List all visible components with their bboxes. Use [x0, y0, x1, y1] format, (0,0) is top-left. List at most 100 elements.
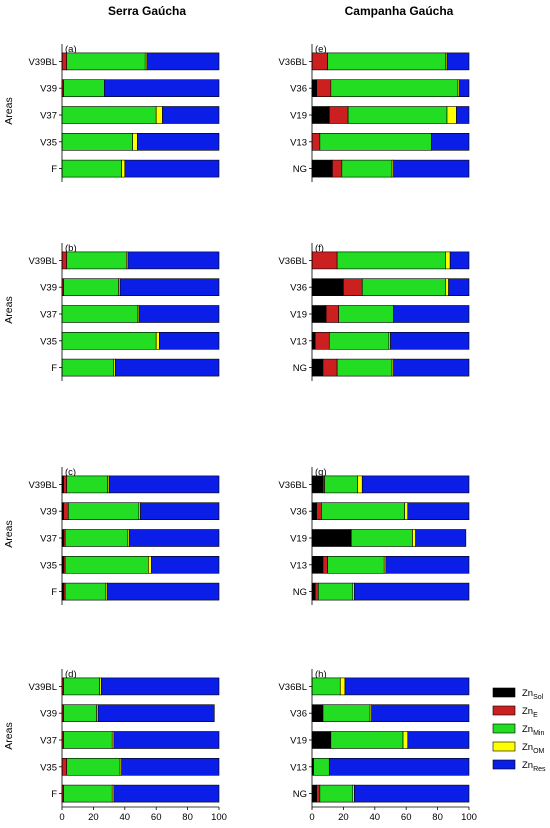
bar-segment-V39BL-ZnE	[61, 251, 68, 270]
bar-segment-F-ZnMin	[61, 358, 115, 377]
bar-segment-V19-ZnE	[328, 106, 349, 124]
panel-h: (h)V36BLV36V19V13NG020406080100Percentag…	[278, 669, 477, 828]
bar-segment-V36-ZnMin	[330, 79, 459, 97]
panel-label: (c)	[65, 467, 76, 478]
bar-segment-NG-ZnRes	[393, 358, 470, 377]
bar-segment-V35-ZnOM	[132, 133, 138, 151]
bar-segment-V39-ZnRes	[119, 278, 220, 297]
bar-segment-V19-ZnSol	[311, 106, 330, 124]
bar-segment-NG-ZnE	[322, 358, 338, 377]
y-tick-label: V13	[290, 137, 307, 148]
bar-segment-V36-ZnMin	[321, 502, 405, 521]
bar-segment-V37-ZnMin	[64, 529, 129, 547]
bar-segment-V19-ZnMin	[330, 731, 404, 749]
y-tick-label: V36	[290, 84, 307, 95]
y-tick-label: V19	[290, 534, 307, 545]
bar-segment-NG-ZnMin	[336, 358, 393, 377]
y-tick-label: NG	[293, 789, 307, 800]
bar-segment-V36-ZnMin	[322, 704, 371, 723]
legend-label-om: ZnOM	[522, 742, 545, 755]
bar-segment-NG-ZnRes	[354, 582, 470, 601]
y-tick-label: V36	[290, 507, 307, 518]
y-tick-label: V19	[290, 111, 307, 122]
x-tick-label: 40	[120, 812, 131, 823]
bar-segment-V36-ZnRes	[448, 278, 470, 297]
bar-segment-V36BL-ZnMin	[311, 677, 341, 696]
y-tick-label: V39BL	[28, 682, 57, 693]
bar-segment-V39-ZnRes	[140, 502, 220, 521]
x-tick-label: 60	[401, 812, 412, 823]
bar-segment-V36BL-ZnOM	[445, 251, 451, 270]
bar-segment-NG-ZnMin	[319, 784, 354, 803]
y-tick-label: V39	[40, 709, 57, 720]
column-title-left: Serra Gaúcha	[108, 4, 186, 18]
bar-segment-V36-ZnSol	[311, 79, 318, 97]
bar-segment-V19-ZnOM	[402, 731, 409, 749]
panel-d: (d)V39BLV39V37V35F020406080100Percentage…	[3, 669, 227, 828]
bar-segment-V35-ZnRes	[151, 555, 220, 574]
bar-segment-V19-ZnE	[325, 305, 339, 323]
bar-segment-V39BL-ZnMin	[66, 475, 108, 494]
y-tick-label: V35	[40, 336, 57, 347]
bar-segment-V13-ZnMin	[319, 133, 432, 151]
legend-label-e: ZnE	[522, 706, 538, 719]
panel-c: (c) V39BL V39 V37 V35 F Areas	[3, 467, 220, 605]
bar-segment-V39BL-ZnE	[61, 52, 68, 71]
bar-segment-V37-ZnRes	[162, 106, 220, 124]
bar-segment-V35-ZnMin	[61, 133, 133, 151]
y-tick-label: V39	[40, 84, 57, 95]
bar-segment-V13-ZnE	[311, 133, 321, 151]
bar-segment-NG-ZnE	[316, 784, 321, 803]
bar-segment-NG-ZnSol	[311, 358, 324, 377]
bar-segment-V36-ZnRes	[407, 502, 470, 521]
bar-segment-V36BL-ZnMin	[336, 251, 446, 270]
y-tick-label: V35	[40, 560, 57, 571]
y-tick-label: V39	[40, 283, 57, 294]
legend-swatch-min	[492, 723, 516, 734]
bar-segment-V19-ZnRes	[393, 305, 470, 323]
bar-segment-NG-ZnE	[314, 582, 319, 601]
bar-segment-V36-ZnOM	[445, 278, 449, 297]
bar-segment-V36BL-ZnE	[311, 251, 338, 270]
y-tick-label: NG	[293, 363, 307, 374]
legend-swatch-e	[492, 705, 516, 716]
x-tick-label: 40	[370, 812, 381, 823]
bar-segment-V36-ZnRes	[371, 704, 470, 723]
y-tick-label: V39BL	[28, 480, 57, 491]
panel-label: (a)	[65, 44, 77, 55]
panel-e: (e) V36BL V36 V19 V13 NG	[278, 44, 470, 182]
bar-segment-V39BL-ZnRes	[108, 475, 220, 494]
legend-swatch-sol	[492, 687, 516, 698]
y-tick-label: V35	[40, 137, 57, 148]
bar-segment-V35-ZnMin	[64, 555, 149, 574]
bar-segment-NG-ZnMin	[317, 582, 354, 601]
bar-segment-F-ZnMin	[64, 582, 107, 601]
bar-segment-V36-ZnMin	[361, 278, 446, 297]
bar-segment-V36-ZnSol	[311, 502, 318, 521]
y-axis-label: Areas	[3, 520, 15, 547]
bar-segment-NG-ZnSol	[311, 784, 318, 803]
bar-segment-V39-ZnRes	[104, 79, 220, 97]
x-tick-label: 100	[461, 812, 477, 823]
bar-segment-F-ZnRes	[113, 784, 220, 803]
x-tick-label: 100	[211, 812, 227, 823]
x-tick-label: 0	[59, 812, 64, 823]
y-tick-label: V35	[40, 762, 57, 773]
bar-segment-V39-ZnE	[63, 502, 69, 521]
panel-a: (a) V39BL V39 V37 V35 F Areas	[3, 44, 220, 182]
y-tick-label: V36BL	[278, 480, 307, 491]
bar-segment-V36-ZnE	[343, 278, 363, 297]
bar-segment-V36-ZnSol	[311, 704, 324, 723]
bar-segment-NG-ZnMin	[341, 159, 393, 178]
bar-segment-V35-ZnOM	[155, 331, 160, 350]
bar-segment-V13-ZnMin	[327, 555, 385, 574]
bar-segment-V19-ZnSol	[311, 305, 327, 323]
bar-segment-F-ZnRes	[124, 159, 220, 178]
bar-segment-V36BL-ZnRes	[449, 251, 470, 270]
bar-segment-V39-ZnMin	[63, 79, 105, 97]
bar-segment-NG-ZnE	[332, 159, 343, 178]
bar-segment-V13-ZnRes	[390, 331, 470, 350]
x-tick-label: 0	[309, 812, 314, 823]
panel-f: (f) V36BL V36 V19 V13 NG	[278, 243, 470, 381]
bar-segment-V36BL-ZnOM	[357, 475, 363, 494]
